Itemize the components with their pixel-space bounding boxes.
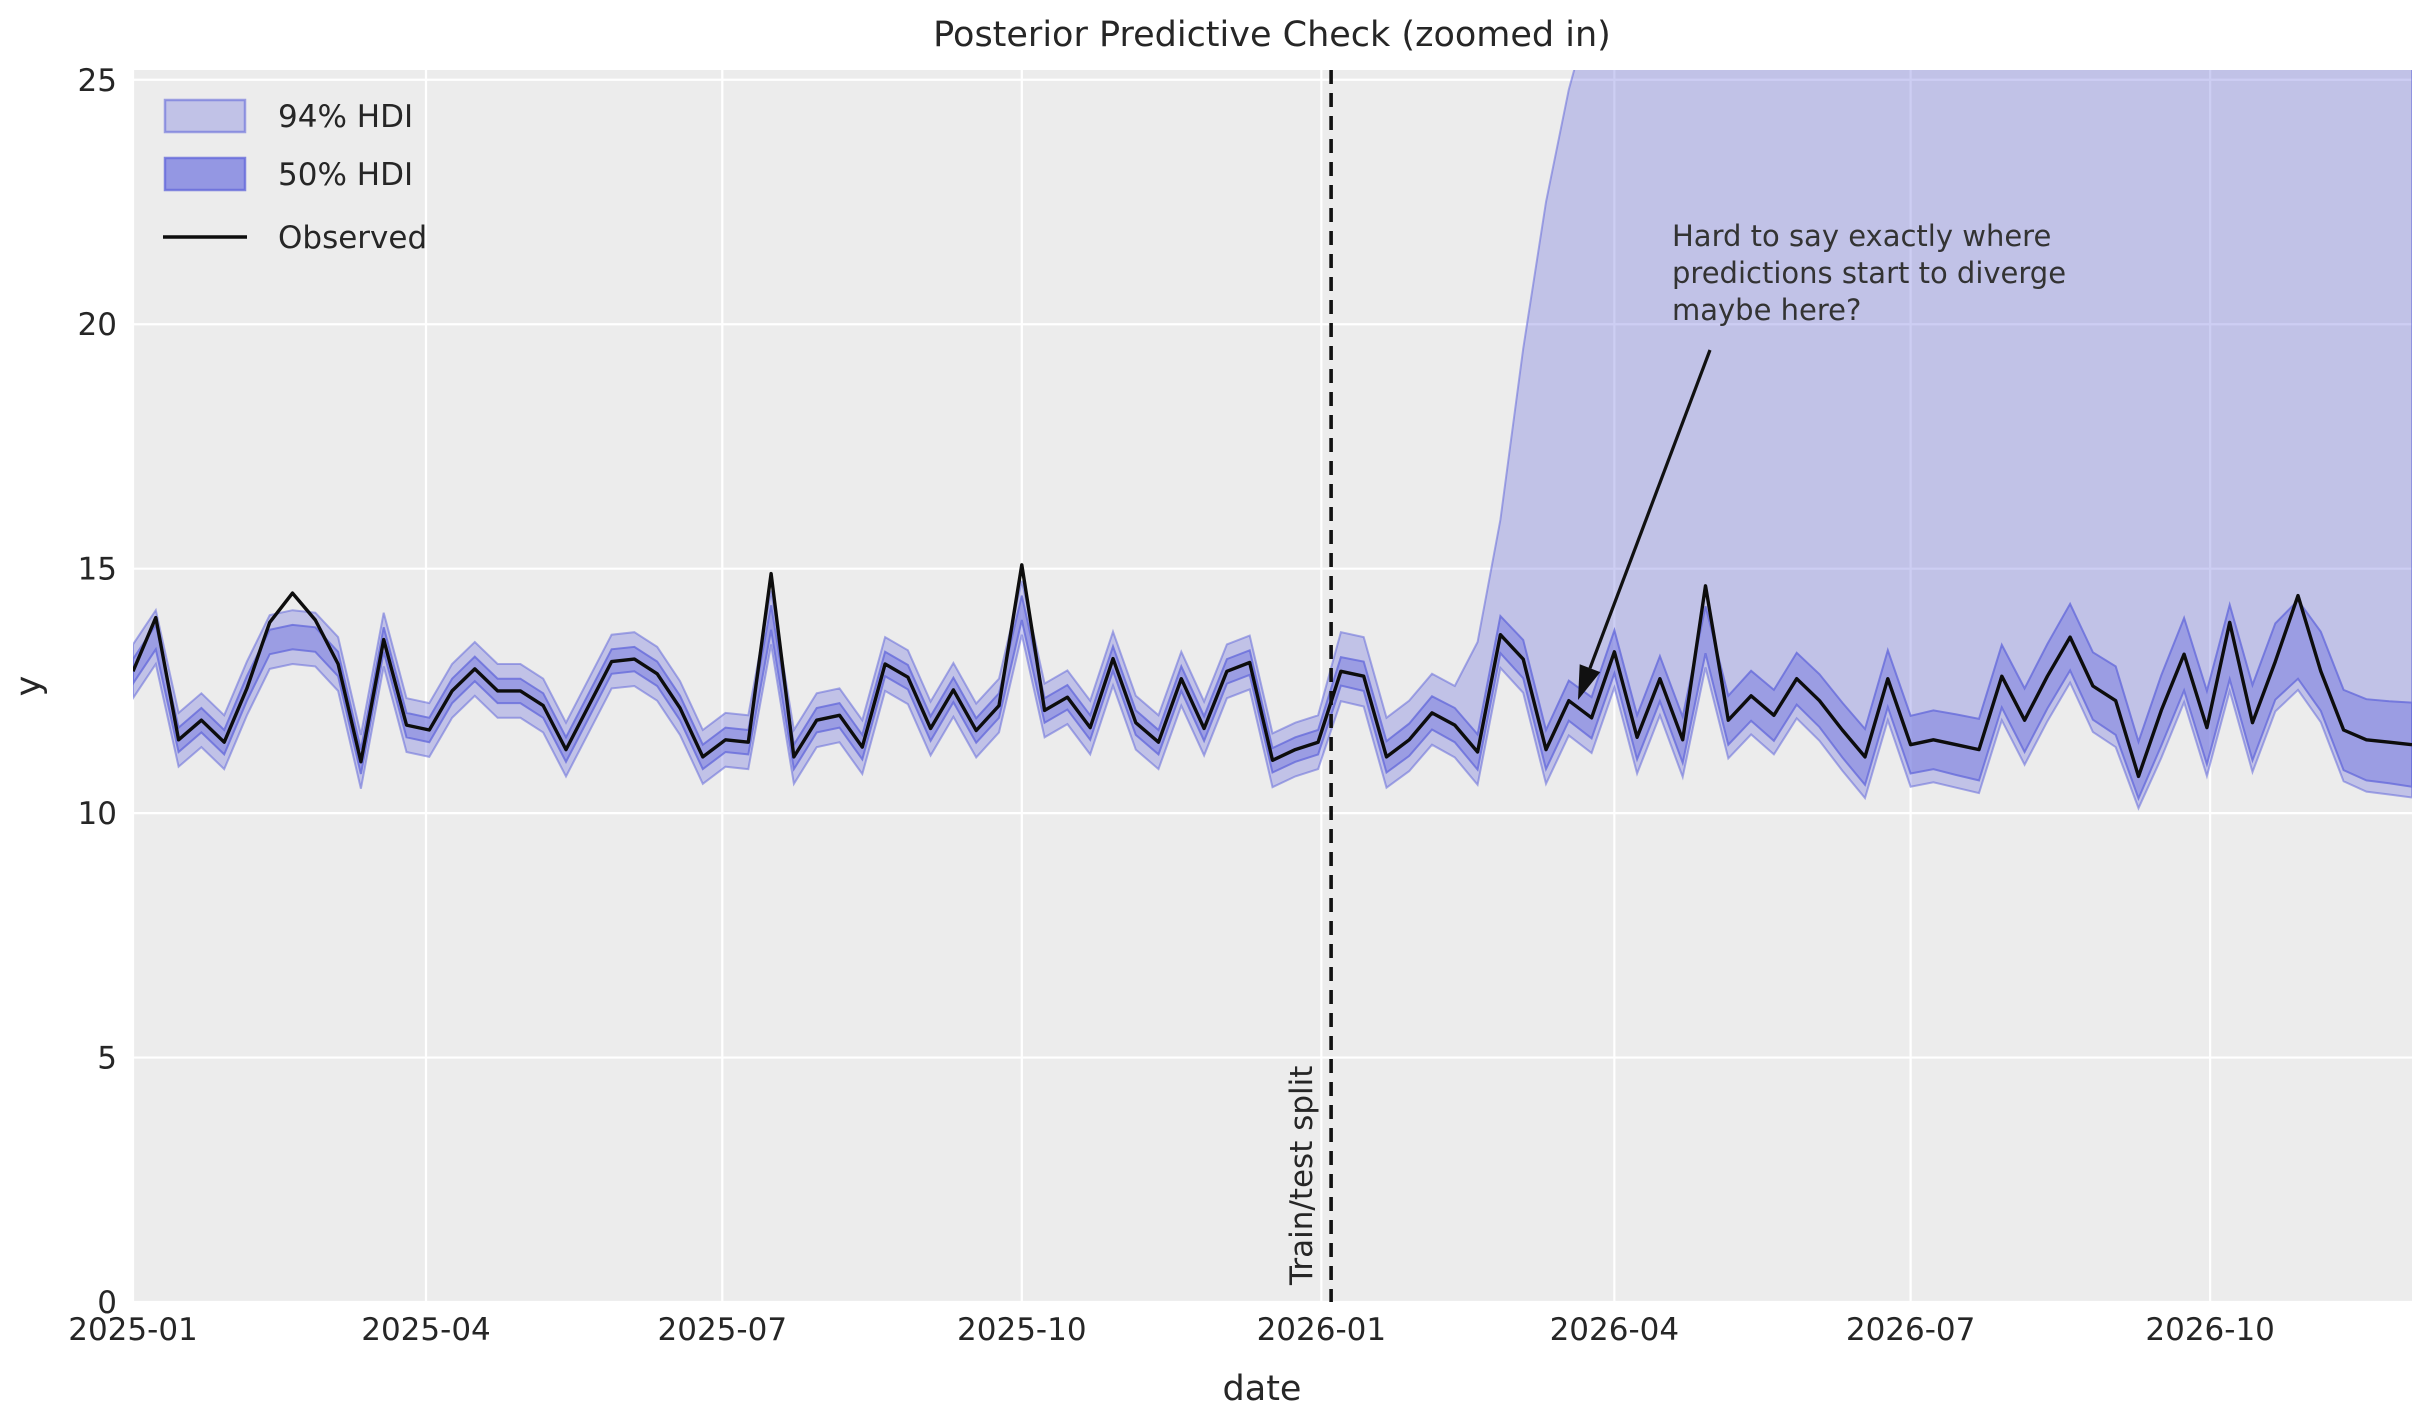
x-tick-label: 2025-04 — [361, 1312, 491, 1348]
x-tick-label: 2025-07 — [658, 1312, 788, 1348]
x-tick-label: 2025-10 — [957, 1312, 1087, 1348]
legend-swatch-50-hdi — [163, 156, 247, 192]
hdi-50-band — [133, 595, 2412, 802]
observed-line — [133, 563, 2412, 779]
y-axis-tick-labels: 0 5 10 15 20 25 — [78, 63, 117, 1321]
x-tick-label: 2026-04 — [1550, 1312, 1680, 1348]
legend-label-observed: Observed — [278, 220, 427, 256]
train-test-split-label: Train/test split — [1284, 1066, 1320, 1286]
legend: 94% HDI 50% HDI Observed — [163, 98, 427, 256]
gridlines — [131, 70, 2412, 1304]
y-tick-label: 5 — [97, 1041, 117, 1077]
y-axis-label: y — [9, 676, 49, 697]
y-tick-label: 10 — [78, 796, 117, 832]
annotation-line-1: Hard to say exactly where — [1672, 219, 2051, 253]
chart-title: Posterior Predictive Check (zoomed in) — [933, 15, 1611, 55]
y-tick-label: 20 — [78, 307, 117, 343]
annotation: Hard to say exactly where predictions st… — [1578, 219, 2066, 700]
annotation-arrow-head — [1578, 664, 1601, 700]
legend-swatch-94-hdi — [163, 98, 247, 134]
x-tick-label: 2025-01 — [68, 1312, 198, 1348]
annotation-line-3: maybe here? — [1672, 293, 1861, 327]
annotation-line-2: predictions start to diverge — [1672, 256, 2066, 290]
y-tick-label: 0 — [97, 1285, 117, 1321]
annotation-arrow-shaft — [1588, 349, 1712, 669]
y-tick-label: 25 — [78, 63, 117, 99]
y-tick-label: 15 — [78, 552, 117, 588]
legend-label-50-hdi: 50% HDI — [278, 157, 413, 193]
x-tick-label: 2026-10 — [2145, 1312, 2275, 1348]
legend-label-94-hdi: 94% HDI — [278, 99, 413, 135]
hdi-94-band — [133, 70, 2412, 811]
x-axis-tick-labels: 2025-01 2025-04 2025-07 2025-10 2026-01 2026-… — [68, 1312, 2275, 1348]
x-tick-label: 2026-07 — [1846, 1312, 1976, 1348]
x-tick-label: 2026-01 — [1257, 1312, 1387, 1348]
x-axis-label: date — [1223, 1369, 1302, 1409]
